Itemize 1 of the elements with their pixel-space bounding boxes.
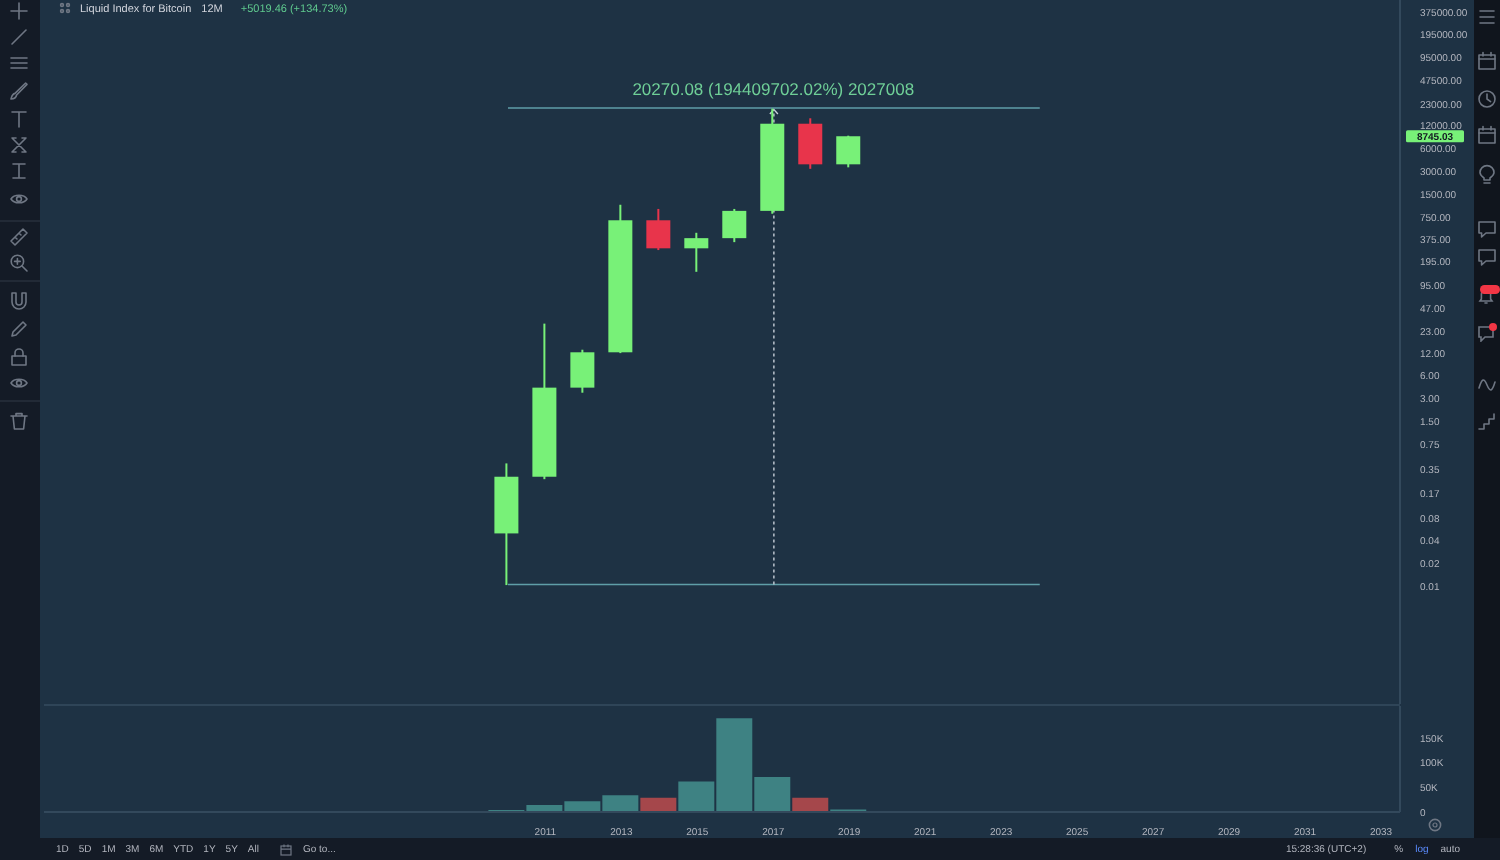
annotation: 20270.08 (194409702.02%) 2027008 (632, 78, 915, 99)
